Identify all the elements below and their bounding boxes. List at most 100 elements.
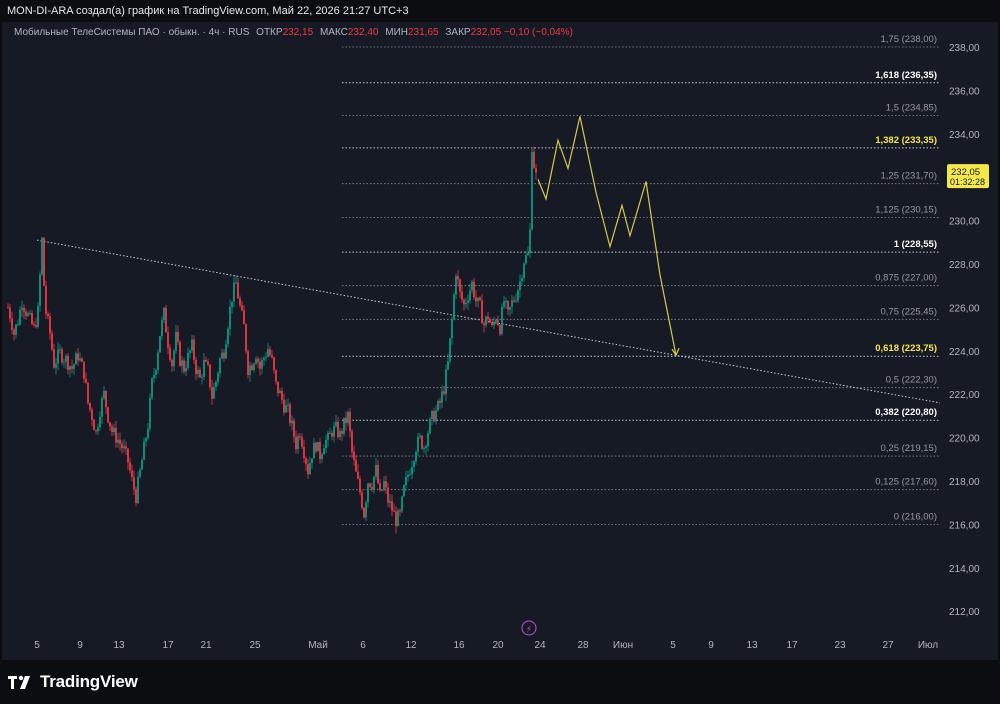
open-label: ОТКР: [256, 27, 283, 38]
event-marker-icon[interactable]: [521, 620, 537, 636]
price-chart[interactable]: 238,00236,00234,00232,00230,00228,00226,…: [0, 0, 1000, 660]
candle-body: [347, 411, 349, 424]
tradingview-brand[interactable]: TradingView: [8, 670, 138, 694]
candle-body: [155, 370, 157, 375]
candle-body: [535, 167, 537, 173]
candle-body: [393, 510, 395, 512]
fib-level-label: 1,382 (233,35): [875, 135, 937, 146]
candle-body: [247, 351, 249, 375]
candle-body: [69, 366, 71, 370]
candle-body: [57, 349, 59, 364]
candle-body: [269, 349, 271, 356]
candle-body: [263, 357, 265, 361]
y-tick-label: 214,00: [949, 564, 980, 575]
projection-path[interactable]: [537, 116, 677, 356]
trendline[interactable]: [36, 239, 941, 404]
candle-body: [73, 364, 75, 369]
candle-body: [465, 302, 467, 305]
y-tick-label: 238,00: [949, 43, 980, 54]
candle-body: [25, 311, 27, 316]
x-tick-label: 17: [162, 640, 174, 651]
candle-body: [203, 359, 205, 377]
x-tick-label: 5: [670, 640, 676, 651]
candle-body: [291, 420, 293, 424]
candle-body: [357, 471, 359, 479]
candle-body: [85, 378, 87, 383]
candle-body: [513, 300, 515, 302]
y-tick-label: 234,00: [949, 130, 980, 141]
candle-body: [75, 353, 77, 365]
candle-body: [287, 404, 289, 406]
candle-body: [199, 369, 201, 378]
candle-body: [271, 355, 273, 358]
candle-body: [471, 281, 473, 291]
current-price-value: 232,05: [951, 167, 980, 178]
candle-body: [419, 435, 421, 437]
candle-body: [335, 421, 337, 427]
candle-body: [211, 387, 213, 399]
candle-body: [425, 446, 427, 448]
candle-body: [311, 458, 313, 464]
candle-body: [185, 367, 187, 372]
candle-body: [273, 357, 275, 371]
high-value: 232,40: [347, 27, 379, 38]
candle-body: [177, 331, 179, 342]
candle-body: [279, 390, 281, 394]
fib-level-label: 0,25 (219,15): [880, 443, 937, 454]
candle-body: [505, 301, 507, 303]
candle-body: [285, 405, 287, 413]
candle-body: [105, 390, 107, 408]
x-tick-label: 20: [492, 640, 504, 651]
x-tick-label: 13: [113, 640, 125, 651]
candle-body: [149, 397, 151, 429]
candle-body: [197, 369, 199, 374]
candle-body: [265, 356, 267, 358]
candle-body: [243, 310, 245, 325]
candle-body: [409, 474, 411, 476]
candle-body: [275, 370, 277, 382]
candle-body: [511, 300, 513, 307]
candle-body: [169, 347, 171, 361]
x-tick-label: 27: [882, 640, 894, 651]
candle-body: [515, 300, 517, 302]
candle-body: [365, 502, 367, 518]
candle-body: [405, 476, 407, 486]
candle-body: [235, 282, 237, 284]
candle-body: [245, 324, 247, 352]
fib-level-label: 1,5 (234,85): [886, 102, 937, 113]
candle-body: [461, 291, 463, 300]
candle-body: [345, 417, 347, 424]
candle-body: [475, 297, 477, 302]
candle-body: [213, 387, 215, 399]
candle-body: [153, 374, 155, 379]
candle-body: [407, 474, 409, 477]
candle-body: [143, 441, 145, 460]
candle-body: [9, 307, 11, 319]
candle-body: [509, 306, 511, 310]
y-tick-label: 230,00: [949, 217, 980, 228]
candle-body: [151, 378, 153, 398]
close-label: ЗАКР: [445, 27, 471, 38]
candle-body: [141, 459, 143, 470]
x-tick-label: 24: [534, 640, 546, 651]
candle-body: [295, 436, 297, 450]
candle-body: [95, 430, 97, 432]
candle-body: [81, 358, 83, 362]
candle-body: [381, 489, 383, 491]
candle-body: [21, 307, 23, 310]
fib-level-label: 1 (228,55): [894, 239, 937, 250]
candle-body: [337, 421, 339, 438]
candle-body: [171, 360, 173, 367]
candle-body: [217, 373, 219, 382]
open-value: 232,15: [282, 27, 314, 38]
candle-body: [339, 430, 341, 438]
candle-body: [491, 322, 493, 326]
candle-body: [223, 352, 225, 359]
footer-bar: [0, 660, 1000, 704]
candle-body: [17, 324, 19, 326]
candle-body: [355, 459, 357, 472]
candle-body: [423, 447, 425, 449]
candle-body: [191, 339, 193, 351]
y-tick-label: 226,00: [949, 303, 980, 314]
candle-body: [133, 477, 135, 490]
